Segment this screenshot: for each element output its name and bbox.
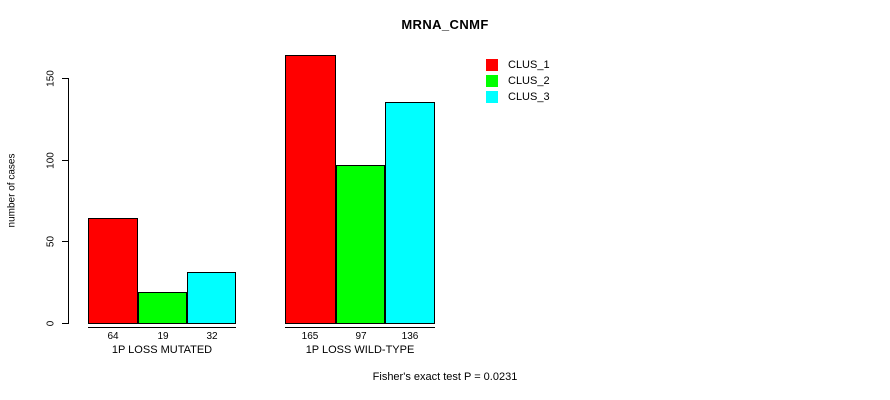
bar-group1-clus2[interactable] bbox=[138, 292, 187, 324]
legend-swatch-clus2-icon bbox=[486, 75, 498, 87]
bar-value-group2-clus1: 165 bbox=[301, 331, 319, 342]
y-axis-tick bbox=[62, 241, 68, 242]
y-tick-label-150: 150 bbox=[45, 70, 57, 87]
statistical-test-annotation: Fisher's exact test P = 0.0231 bbox=[372, 371, 518, 383]
x-axis-line-group2 bbox=[285, 327, 435, 328]
x-axis-group-label-1: 1P LOSS MUTATED bbox=[111, 344, 213, 356]
legend-item-clus2[interactable]: CLUS_2 bbox=[486, 73, 550, 89]
legend-label-clus1: CLUS_1 bbox=[508, 59, 550, 71]
y-axis-tick bbox=[62, 160, 68, 161]
bar-value-group1-clus2: 19 bbox=[157, 331, 169, 342]
x-axis-line-group1 bbox=[88, 327, 236, 328]
y-axis-title: number of cases bbox=[6, 153, 18, 228]
bar-group2-clus2[interactable] bbox=[336, 165, 385, 324]
bar-value-group2-clus3: 136 bbox=[401, 331, 419, 342]
legend-label-clus3: CLUS_3 bbox=[508, 91, 550, 103]
x-axis-group-label-2: 1P LOSS WILD-TYPE bbox=[305, 344, 415, 356]
legend-label-clus2: CLUS_2 bbox=[508, 75, 550, 87]
bar-group1-clus1[interactable] bbox=[88, 218, 138, 324]
y-tick-label-0: 0 bbox=[45, 320, 57, 327]
legend-swatch-clus1-icon bbox=[486, 59, 498, 71]
legend-item-clus1[interactable]: CLUS_1 bbox=[486, 57, 550, 73]
y-tick-label-50: 50 bbox=[45, 235, 57, 248]
bar-value-group2-clus2: 97 bbox=[355, 331, 367, 342]
y-tick-label-100: 100 bbox=[45, 152, 57, 169]
legend: CLUS_1 CLUS_2 CLUS_3 bbox=[486, 57, 550, 105]
y-axis-line bbox=[68, 78, 69, 324]
bar-group2-clus3[interactable] bbox=[385, 102, 435, 324]
legend-swatch-clus3-icon bbox=[486, 91, 498, 103]
y-axis-tick bbox=[62, 323, 68, 324]
bar-value-group1-clus1: 64 bbox=[107, 331, 119, 342]
bar-value-group1-clus3: 32 bbox=[206, 331, 218, 342]
bar-group1-clus3[interactable] bbox=[187, 272, 236, 324]
bar-group2-clus1[interactable] bbox=[285, 55, 336, 324]
legend-item-clus3[interactable]: CLUS_3 bbox=[486, 89, 550, 105]
chart-title: MRNA_CNMF bbox=[401, 17, 489, 32]
y-axis-tick bbox=[62, 78, 68, 79]
